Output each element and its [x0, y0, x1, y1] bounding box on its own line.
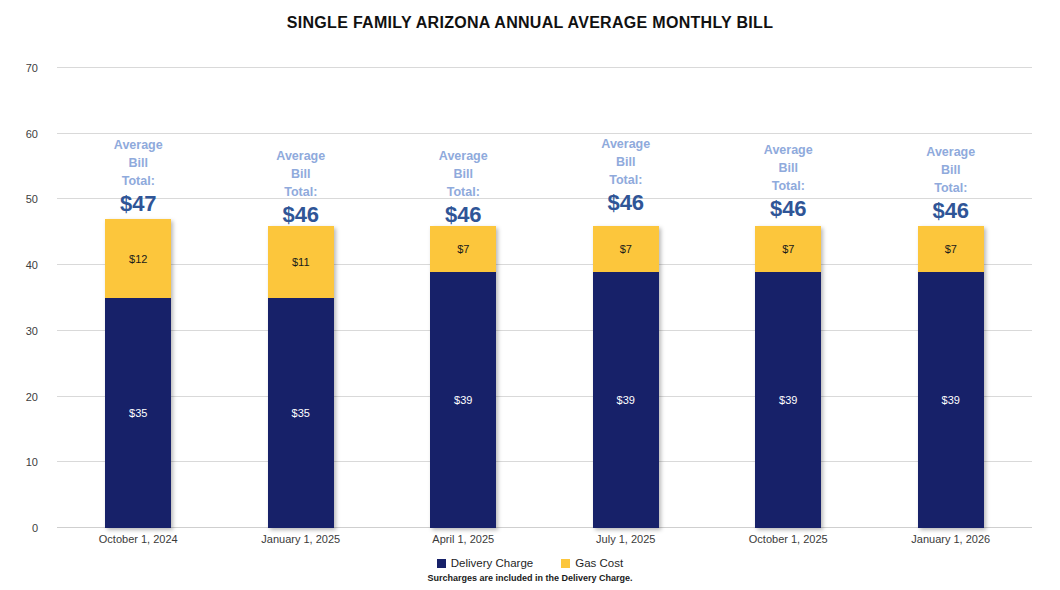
gas-cost-segment: $7 [593, 226, 659, 272]
average-bill-label: Average Bill Total: $46 [870, 143, 1033, 223]
average-bill-label-line: Bill [870, 161, 1033, 179]
average-bill-label: Average Bill Total: $46 [220, 147, 383, 227]
bar-group: Average Bill Total: $46 $7 $39 [870, 68, 1033, 528]
bar-group: Average Bill Total: $46 $7 $39 [382, 68, 545, 528]
average-bill-label-line: Bill [220, 165, 383, 183]
average-bill-label-line: Average [545, 135, 708, 153]
y-axis-tick-label: 70 [26, 60, 38, 76]
gas-cost-value: $12 [129, 253, 147, 265]
x-axis-label: April 1, 2025 [382, 533, 545, 545]
gas-cost-value: $7 [457, 243, 469, 255]
y-axis-tick-label: 30 [26, 323, 38, 339]
average-bill-label: Average Bill Total: $46 [545, 135, 708, 215]
y-axis: 0 10 20 30 40 50 60 70 [0, 68, 47, 528]
average-bill-label-line: Total: [707, 177, 870, 195]
average-bill-label-line: Bill [545, 153, 708, 171]
average-bill-label: Average Bill Total: $46 [382, 147, 545, 227]
average-bill-label-line: Total: [220, 183, 383, 201]
gas-cost-value: $7 [782, 243, 794, 255]
chart-title: SINGLE FAMILY ARIZONA ANNUAL AVERAGE MON… [0, 14, 1060, 32]
average-bill-total: $46 [382, 202, 545, 227]
average-bill-label-line: Total: [57, 172, 220, 190]
delivery-charge-segment: $39 [755, 272, 821, 528]
average-bill-total: $46 [545, 190, 708, 215]
stacked-bar: $7 $39 [593, 226, 659, 528]
delivery-charge-value: $39 [779, 394, 797, 406]
delivery-charge-segment: $39 [430, 272, 496, 528]
average-bill-total: $46 [707, 196, 870, 221]
average-bill-label-line: Bill [382, 165, 545, 183]
stacked-bar: $7 $39 [918, 226, 984, 528]
stacked-bar: $12 $35 [105, 219, 171, 528]
delivery-charge-value: $39 [617, 394, 635, 406]
delivery-charge-segment: $39 [593, 272, 659, 528]
gas-cost-swatch-icon [561, 559, 570, 568]
average-bill-total: $46 [220, 202, 383, 227]
y-axis-tick-label: 50 [26, 191, 38, 207]
average-bill-label-line: Average [57, 136, 220, 154]
x-axis: October 1, 2024 January 1, 2025 April 1,… [57, 533, 1032, 545]
x-axis-label: January 1, 2026 [870, 533, 1033, 545]
average-bill-label-line: Total: [545, 171, 708, 189]
average-bill-total: $46 [870, 198, 1033, 223]
bar-group: Average Bill Total: $46 $7 $39 [545, 68, 708, 528]
delivery-charge-segment: $35 [105, 298, 171, 528]
gas-cost-segment: $7 [430, 226, 496, 272]
average-bill-label-line: Average [382, 147, 545, 165]
y-axis-tick-label: 10 [26, 454, 38, 470]
gas-cost-value: $7 [945, 243, 957, 255]
legend: Delivery Charge Gas Cost [0, 557, 1060, 569]
x-axis-label: October 1, 2024 [57, 533, 220, 545]
y-axis-tick-label: 20 [26, 389, 38, 405]
delivery-charge-swatch-icon [437, 559, 446, 568]
average-bill-label-line: Average [707, 141, 870, 159]
legend-label: Delivery Charge [451, 557, 533, 569]
average-bill-label-line: Bill [57, 154, 220, 172]
chart-canvas: SINGLE FAMILY ARIZONA ANNUAL AVERAGE MON… [0, 0, 1060, 590]
average-bill-label-line: Total: [870, 179, 1033, 197]
delivery-charge-value: $35 [292, 407, 310, 419]
gas-cost-segment: $12 [105, 219, 171, 298]
delivery-charge-segment: $35 [268, 298, 334, 528]
bar-groups: Average Bill Total: $47 $12 $35 Average [57, 68, 1032, 528]
stacked-bar: $7 $39 [755, 226, 821, 528]
average-bill-label-line: Total: [382, 183, 545, 201]
gas-cost-segment: $11 [268, 226, 334, 298]
x-axis-label: July 1, 2025 [545, 533, 708, 545]
bar-group: Average Bill Total: $47 $12 $35 [57, 68, 220, 528]
x-axis-label: January 1, 2025 [220, 533, 383, 545]
stacked-bar: $11 $35 [268, 226, 334, 528]
gas-cost-value: $11 [292, 256, 310, 268]
y-axis-tick-label: 60 [26, 126, 38, 142]
gas-cost-value: $7 [620, 243, 632, 255]
delivery-charge-value: $35 [129, 407, 147, 419]
average-bill-total: $47 [57, 191, 220, 216]
average-bill-label-line: Bill [707, 159, 870, 177]
y-axis-tick-label: 40 [26, 257, 38, 273]
delivery-charge-value: $39 [454, 394, 472, 406]
average-bill-label: Average Bill Total: $46 [707, 141, 870, 221]
delivery-charge-value: $39 [942, 394, 960, 406]
footnote: Surcharges are included in the Delivery … [0, 573, 1060, 583]
stacked-bar: $7 $39 [430, 226, 496, 528]
plot-area: Average Bill Total: $47 $12 $35 Average [57, 68, 1032, 528]
delivery-charge-segment: $39 [918, 272, 984, 528]
average-bill-label: Average Bill Total: $47 [57, 136, 220, 216]
bar-group: Average Bill Total: $46 $7 $39 [707, 68, 870, 528]
legend-item-delivery-charge: Delivery Charge [437, 557, 533, 569]
legend-item-gas-cost: Gas Cost [561, 557, 623, 569]
legend-label: Gas Cost [575, 557, 623, 569]
gas-cost-segment: $7 [755, 226, 821, 272]
bar-group: Average Bill Total: $46 $11 $35 [220, 68, 383, 528]
average-bill-label-line: Average [220, 147, 383, 165]
x-axis-label: October 1, 2025 [707, 533, 870, 545]
y-axis-tick-label: 0 [32, 520, 38, 536]
gas-cost-segment: $7 [918, 226, 984, 272]
average-bill-label-line: Average [870, 143, 1033, 161]
